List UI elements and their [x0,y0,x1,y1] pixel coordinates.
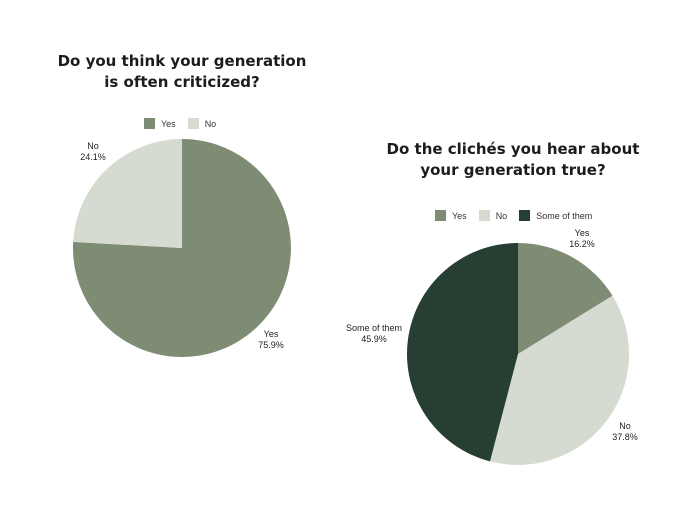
legend-item-yes: Yes [435,210,467,221]
slice-label-some-of-them: Some of them 45.9% [346,323,402,344]
slice-category-label: No [619,421,631,431]
slice-label-yes: Yes 16.2% [569,228,595,249]
slice-category-label: Some of them [346,323,402,333]
legend-swatch [435,210,446,221]
legend-label: Some of them [536,210,593,221]
slice-value-label: 16.2% [569,239,595,249]
legend-swatch [519,210,531,221]
slice-value-label: 45.9% [361,334,387,344]
pie-slice-some-of-them [406,243,518,462]
chart-legend: Yes No Some of them [435,210,604,221]
slice-value-label: 75.9% [258,340,284,350]
slice-category-label: No [87,141,99,151]
legend-item-yes: Yes [144,118,176,129]
pie-slice-yes [518,243,613,354]
legend-swatch [144,118,155,129]
legend-label: Yes [161,118,176,129]
slice-label-yes: Yes 75.9% [258,329,284,350]
legend-label: No [495,210,508,221]
slice-label-no: No 37.8% [612,421,638,442]
legend-item-some-of-them: Some of them [519,210,592,221]
legend-label: No [204,118,217,129]
slice-value-label: 37.8% [612,432,638,442]
pie-slice-no [73,139,182,248]
chart-title: Do the clichés you hear about your gener… [386,140,640,179]
slice-category-label: Yes [575,228,590,238]
chart-title: Do you think your generation is often cr… [57,52,307,91]
slice-label-no: No 24.1% [80,141,106,162]
legend-swatch [478,210,490,221]
chart-legend: Yes No [144,118,228,129]
pie-slice-yes [72,139,291,357]
legend-label: Yes [452,210,467,221]
slice-value-label: 24.1% [80,152,106,162]
pie-slice-no [490,295,630,466]
slice-category-label: Yes [264,329,279,339]
legend-swatch [187,118,199,129]
legend-item-no: No [478,210,508,221]
legend-item-no: No [187,118,217,129]
